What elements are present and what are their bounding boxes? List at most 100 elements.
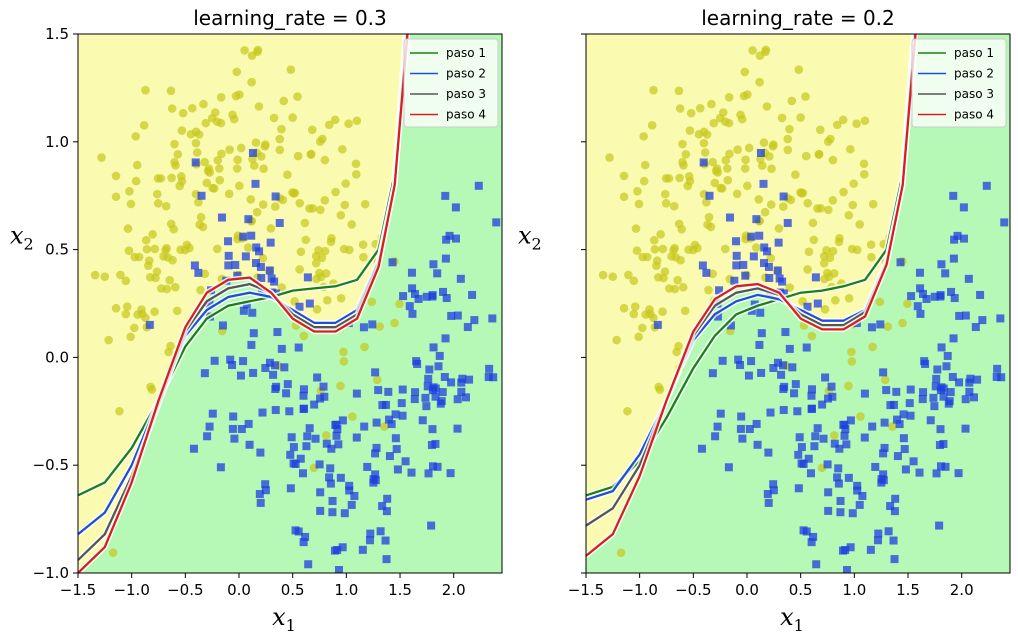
class-1-point	[996, 314, 1005, 323]
class-0-point	[305, 204, 314, 213]
class-0-point	[829, 431, 839, 440]
class-0-point	[235, 90, 244, 99]
class-0-point	[875, 297, 885, 307]
class-0-point	[825, 253, 835, 263]
class-0-point	[708, 157, 717, 167]
class-1-point	[950, 294, 959, 303]
class-1-point	[239, 357, 248, 366]
class-0-point	[177, 126, 187, 135]
class-0-point	[243, 243, 253, 252]
class-1-point	[708, 369, 717, 378]
class-1-point	[267, 274, 276, 283]
class-1-point	[258, 408, 267, 417]
class-0-point	[797, 189, 807, 198]
class-1-point	[858, 491, 867, 500]
class-0-point	[673, 275, 682, 285]
class-0-point	[259, 164, 268, 173]
class-1-point	[936, 291, 945, 300]
class-0-point	[171, 161, 180, 170]
class-0-point	[679, 161, 688, 170]
class-1-point	[261, 486, 270, 495]
class-1-point	[461, 393, 470, 402]
class-1-point	[311, 434, 320, 443]
class-1-point	[428, 386, 437, 395]
class-1-point	[305, 299, 314, 308]
class-1-point	[398, 411, 407, 420]
class-1-point	[296, 454, 305, 463]
class-0-point	[327, 233, 336, 243]
class-0-point	[139, 121, 149, 130]
class-0-point	[675, 104, 685, 113]
class-1-point	[764, 448, 773, 457]
class-0-point	[831, 295, 840, 305]
class-1-point	[145, 320, 154, 329]
class-1-point	[252, 243, 261, 252]
class-0-point	[658, 244, 668, 254]
class-1-point	[299, 404, 308, 413]
class-1-point	[441, 334, 450, 343]
class-0-point	[153, 174, 163, 183]
class-1-point	[350, 491, 359, 500]
class-0-point	[835, 233, 844, 243]
y-tick-label: −1.0	[33, 564, 69, 582]
class-0-point	[253, 45, 263, 55]
class-1-point	[760, 259, 769, 268]
class-0-point	[880, 375, 890, 385]
class-1-point	[256, 262, 265, 271]
class-0-point	[898, 318, 907, 328]
class-1-point	[298, 469, 307, 478]
class-0-region	[78, 34, 408, 573]
class-0-point	[121, 309, 131, 319]
legend-entry: paso 1	[446, 46, 486, 60]
class-0-point	[638, 252, 648, 262]
class-1-point	[699, 158, 708, 167]
class-1-point	[393, 465, 402, 474]
class-1-point	[757, 329, 766, 338]
class-0-point	[104, 335, 113, 345]
y-tick-label: 1.0	[45, 133, 69, 151]
class-0-point	[141, 85, 150, 95]
class-1-point	[237, 425, 246, 434]
class-1-point	[429, 260, 438, 269]
x-tick-label: −1.0	[621, 581, 657, 599]
class-0-point	[796, 113, 805, 122]
class-1-point	[766, 408, 775, 417]
class-0-point	[631, 224, 641, 233]
class-1-point	[249, 368, 258, 377]
class-0-point	[766, 253, 776, 263]
class-0-point	[685, 176, 695, 186]
class-0-point	[130, 252, 140, 262]
class-1-point	[978, 316, 987, 325]
class-0-point	[661, 199, 671, 208]
class-0-point	[757, 161, 767, 170]
class-1-point	[785, 344, 794, 353]
class-0-point	[848, 200, 858, 210]
class-1-point	[773, 358, 782, 367]
x-tick-label: 0.0	[735, 581, 759, 599]
class-1-point	[909, 457, 918, 466]
class-1-point	[907, 292, 916, 301]
class-0-point	[216, 92, 226, 102]
class-0-point	[358, 240, 368, 249]
class-0-point	[672, 347, 681, 357]
class-1-point	[385, 415, 394, 424]
class-0-point	[740, 67, 750, 77]
class-1-point	[899, 410, 908, 419]
class-1-point	[901, 465, 910, 474]
class-1-point	[716, 409, 725, 418]
class-1-point	[835, 444, 844, 453]
class-0-point	[126, 332, 135, 342]
class-0-point	[669, 201, 679, 211]
class-0-point	[295, 198, 305, 208]
class-0-point	[733, 145, 742, 154]
class-1-point	[229, 412, 238, 421]
class-0-point	[229, 114, 239, 124]
class-1-point	[948, 372, 957, 381]
class-1-point	[447, 378, 456, 387]
class-1-point	[407, 468, 416, 477]
class-1-point	[732, 261, 741, 270]
class-1-point	[949, 334, 958, 343]
class-1-point	[821, 373, 830, 382]
class-0-point	[661, 174, 671, 183]
class-0-point	[316, 205, 325, 215]
